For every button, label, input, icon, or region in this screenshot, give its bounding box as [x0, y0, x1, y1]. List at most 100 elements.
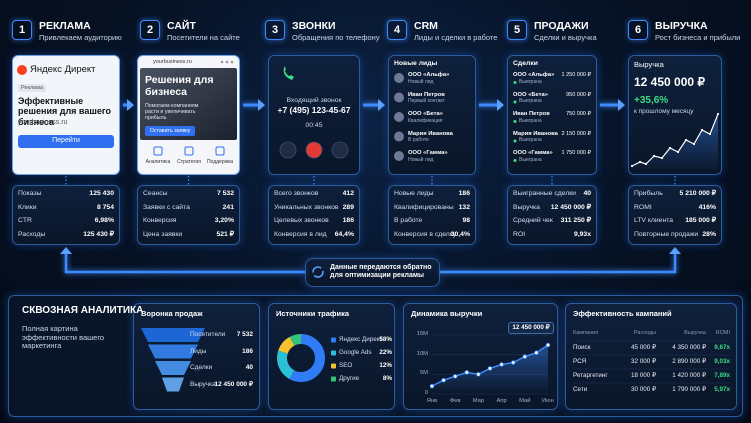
- step-number: 1: [12, 20, 32, 40]
- stat-label: Квалифицированы: [394, 203, 454, 211]
- lead-name: Иван Петров: [408, 91, 445, 98]
- ad-headline: Эффективные решения для вашего бизнеса: [18, 96, 111, 127]
- stat-label: Новые лиды: [394, 190, 434, 197]
- stat-label: CTR: [18, 217, 32, 224]
- table-cell: Поиск: [573, 344, 591, 351]
- arrow-head: [258, 99, 265, 111]
- step-title: САЙТ: [167, 20, 196, 32]
- revenue-chart-title: Динамика выручки: [411, 309, 483, 318]
- funnel-value: 40: [245, 364, 253, 371]
- lead-name: ООО «Бета»: [408, 111, 443, 117]
- feature-label: Аналитика: [145, 159, 171, 165]
- stat-value: 64,4%: [334, 230, 354, 238]
- arrow-head: [378, 99, 385, 111]
- legend-value: 58%: [379, 336, 392, 343]
- x-tick-label: Июн: [542, 398, 554, 404]
- stats-card: [268, 185, 360, 245]
- step-number: 5: [507, 20, 527, 40]
- sources-title: Источники трафика: [276, 309, 349, 318]
- stat-label: ROMI: [634, 203, 652, 211]
- step-title: ЗВОНКИ: [292, 20, 336, 32]
- table-cell: 1 420 000 ₽: [672, 372, 706, 379]
- table-cell: 5,97х: [714, 386, 730, 393]
- lead-name: Мария Иванова: [408, 130, 453, 137]
- stat-label: ROI: [513, 230, 526, 238]
- funnel-title: Воронка продаж: [141, 309, 203, 318]
- funnel-value: 186: [242, 347, 253, 355]
- ad-brand: Яндекс Директ: [30, 64, 96, 75]
- stat-value: 7 532: [216, 190, 234, 197]
- campaigns-title: Эффективность кампаний: [573, 309, 672, 318]
- x-tick-label: Фев: [449, 398, 461, 404]
- lead-status: Первый контакт: [408, 98, 445, 104]
- stat-label: Выручка: [513, 203, 540, 211]
- stat-value: 521 ₽: [216, 230, 234, 238]
- lead-status: В работе: [408, 137, 429, 143]
- deal-name: Мария Иванова: [513, 130, 558, 137]
- analytics-title: СКВОЗНАЯ АНАЛИТИКА: [22, 305, 144, 316]
- stat-value: 125 430 ₽: [83, 230, 114, 238]
- stat-value: 185 000 ₽: [685, 217, 716, 224]
- legend-label: Google Ads: [339, 349, 372, 356]
- feedback-banner: [305, 258, 440, 287]
- stat-value: 3,20%: [214, 217, 234, 224]
- stat-label: Конверсия: [143, 217, 177, 224]
- legend-value: 22%: [379, 349, 392, 356]
- deal-status: Выиграна: [519, 78, 542, 85]
- card-title: Новые лиды: [394, 60, 438, 67]
- stat-label: Конверсия в сделку: [394, 230, 457, 238]
- arrow-head: [60, 247, 72, 254]
- site-url: yourbusiness.ru: [153, 59, 192, 65]
- step-number: 3: [265, 20, 285, 40]
- step-number: 2: [140, 20, 160, 40]
- table-cell: 9,03х: [714, 358, 730, 365]
- revenue-change: +35,6%: [634, 95, 669, 106]
- deal-name: ООО «Альфа»: [513, 72, 555, 78]
- stat-label: Сеансы: [143, 190, 168, 197]
- stats-card: [628, 185, 722, 245]
- stat-label: Заявки с сайта: [143, 203, 190, 211]
- stat-value: 125 430: [89, 190, 114, 197]
- stat-value: 9,93х: [573, 230, 591, 238]
- stat-label: LTV клиента: [634, 217, 674, 224]
- site-button: Оставить заявку: [145, 126, 195, 136]
- y-tick-label: 15M: [416, 331, 428, 337]
- y-tick-label: 0: [424, 390, 428, 396]
- arrow-head: [127, 99, 134, 111]
- revenue-title: Выручка: [634, 60, 664, 69]
- lead-name: ООО «Гамма»: [408, 150, 448, 156]
- stat-value: 241: [222, 203, 234, 211]
- deal-name: ООО «Гамма»: [513, 150, 553, 156]
- stats-card: [507, 185, 597, 245]
- legend-label: Другие: [339, 375, 360, 382]
- y-tick-label: 10M: [416, 350, 428, 357]
- call-phone: +7 (495) 123-45-67: [277, 105, 351, 115]
- lead-status: Новый лид: [408, 156, 434, 163]
- arrow-head: [669, 247, 681, 254]
- table-cell: 18 000 ₽: [630, 372, 656, 379]
- arrow-head: [618, 99, 625, 111]
- step-subtitle: Привлекаем аудиторию: [39, 33, 122, 42]
- stat-value: 412: [342, 190, 354, 197]
- stat-label: Целевых звонков: [274, 217, 329, 224]
- table-cell: 32 000 ₽: [630, 358, 656, 365]
- lead-name: ООО «Альфа»: [408, 72, 450, 78]
- legend-value: 12%: [379, 362, 392, 369]
- stat-value: 132: [458, 203, 470, 211]
- step-number: 4: [387, 20, 407, 40]
- stat-label: Средний чек: [513, 217, 553, 224]
- table-header: Кампания: [573, 330, 599, 336]
- stat-value: 289: [342, 203, 354, 211]
- table-cell: 9,67х: [714, 344, 730, 351]
- stat-label: Уникальных звонков: [274, 203, 339, 211]
- stat-value: 98: [462, 217, 470, 224]
- step-title: CRM: [414, 20, 438, 32]
- x-tick-label: Янв: [426, 398, 438, 404]
- table-cell: 4 350 000 ₽: [672, 344, 706, 351]
- table-cell: 1 790 000 ₽: [672, 386, 706, 393]
- call-duration: 00:45: [305, 122, 323, 129]
- revenue-note: к прошлому месяцу: [634, 108, 694, 115]
- stat-label: Цена заявки: [143, 230, 183, 238]
- stat-value: 5 210 000 ₽: [679, 190, 716, 197]
